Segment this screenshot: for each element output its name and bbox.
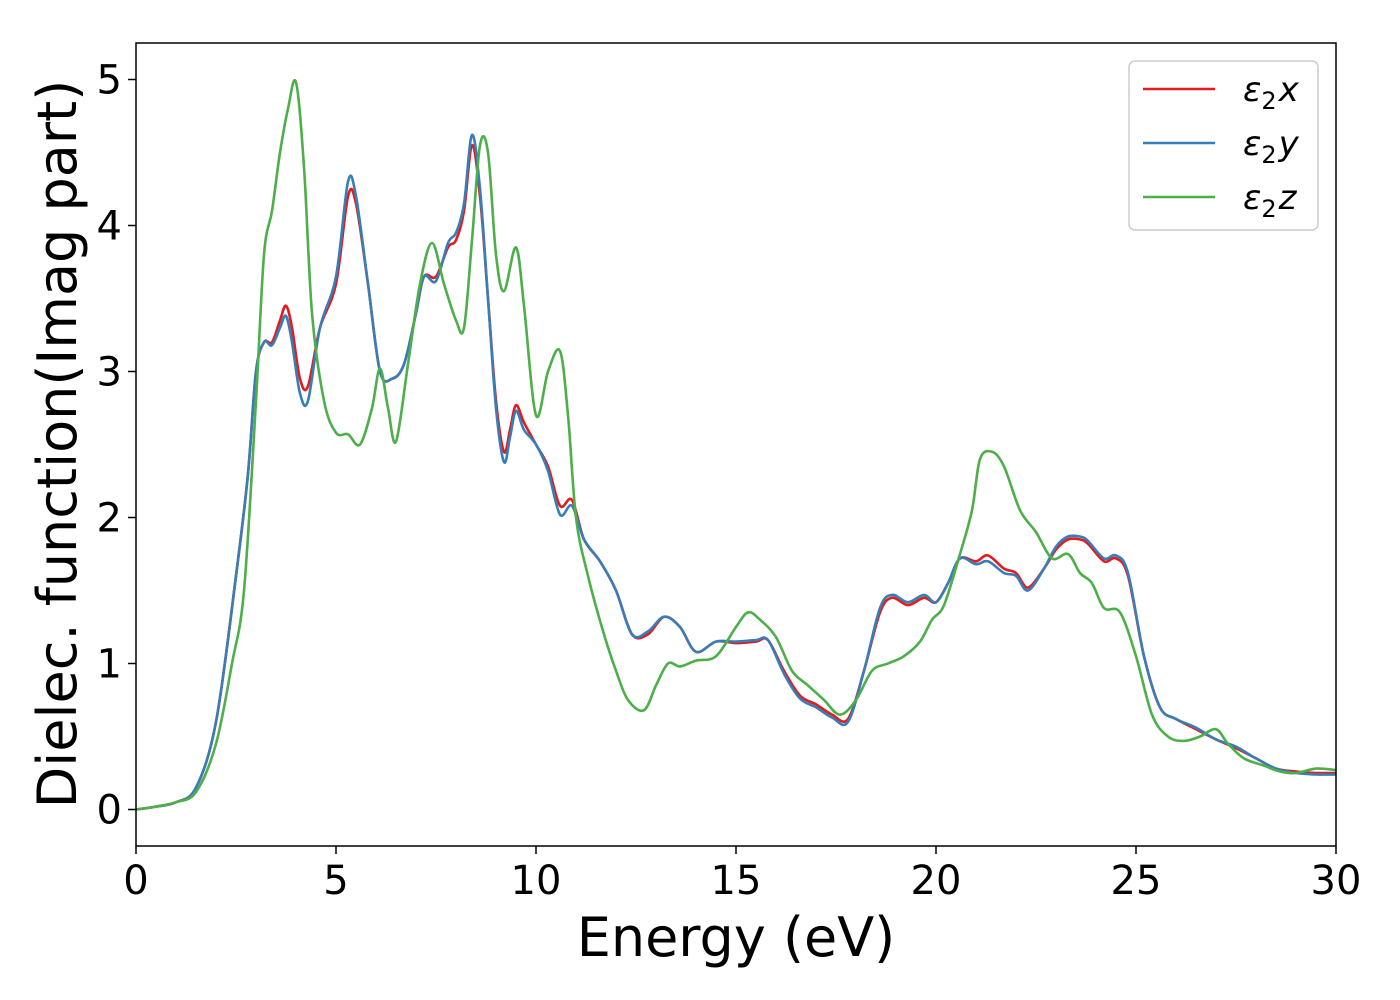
series-line-y [136, 133, 1336, 811]
y-tick-label: 3 [97, 350, 122, 396]
legend-label-x: ε2x [1243, 70, 1300, 115]
x-tick-label: 5 [323, 858, 348, 904]
y-axis-label: Dielec. function(Imag part) [26, 80, 89, 809]
y-tick-label: 2 [97, 496, 122, 542]
x-axis-label: Energy (eV) [577, 906, 896, 969]
plot-lines [136, 78, 1336, 811]
y-tick-label: 5 [97, 58, 122, 104]
x-tick-label: 15 [711, 858, 762, 904]
x-tick-label: 25 [1111, 858, 1162, 904]
legend: ε2x ε2y ε2z [1128, 60, 1319, 231]
x-tick-label: 30 [1311, 858, 1362, 904]
series-line-z [136, 78, 1336, 811]
y-axis: 0 1 2 3 4 5 [97, 58, 136, 834]
legend-label-y: ε2y [1243, 124, 1300, 169]
x-axis: 0 5 10 15 20 25 30 [123, 846, 1361, 904]
y-tick-label: 0 [97, 788, 122, 834]
y-tick-label: 1 [97, 642, 122, 688]
x-tick-label: 10 [511, 858, 562, 904]
x-tick-label: 0 [123, 858, 148, 904]
y-tick-label: 4 [97, 204, 122, 250]
legend-box [1128, 60, 1319, 231]
x-tick-label: 20 [911, 858, 962, 904]
legend-label-z: ε2z [1243, 178, 1298, 223]
